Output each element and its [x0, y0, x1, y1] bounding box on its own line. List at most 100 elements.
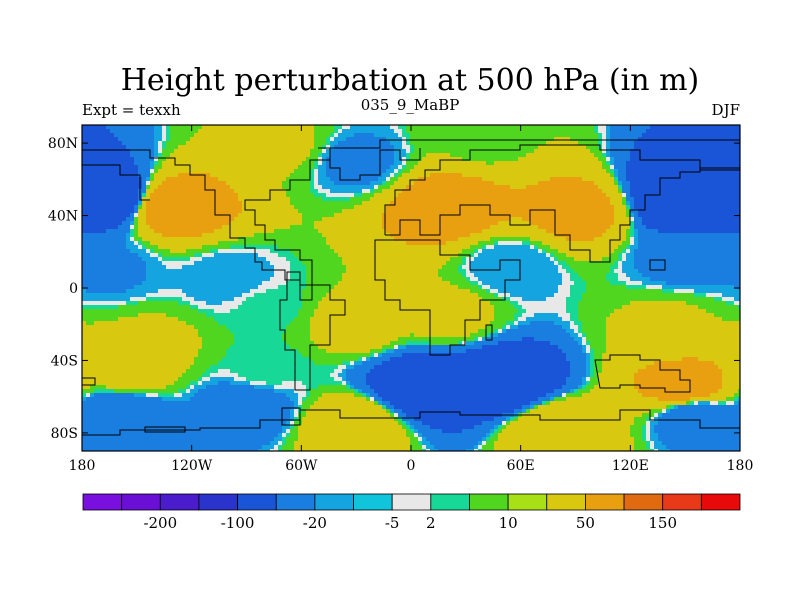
heatmap-cell — [210, 241, 215, 246]
heatmap-cell — [614, 241, 619, 246]
heatmap-cell — [346, 125, 351, 130]
heatmap-cell — [706, 145, 711, 150]
heatmap-cell — [334, 229, 339, 234]
heatmap-cell — [94, 229, 99, 234]
heatmap-cell — [670, 157, 675, 162]
heatmap-cell — [450, 209, 455, 214]
heatmap-cell — [110, 229, 115, 234]
heatmap-cell — [506, 233, 511, 238]
heatmap-cell — [506, 189, 511, 194]
heatmap-cell — [158, 137, 163, 142]
heatmap-cell — [94, 193, 99, 198]
heatmap-cell — [634, 209, 639, 214]
heatmap-cell — [374, 225, 379, 230]
heatmap-cell — [594, 181, 599, 186]
heatmap-cell — [598, 157, 603, 162]
heatmap-cell — [614, 237, 619, 242]
heatmap-cell — [718, 213, 723, 218]
heatmap-cell — [482, 217, 487, 222]
heatmap-cell — [590, 221, 595, 226]
heatmap-cell — [538, 145, 543, 150]
heatmap-cell — [382, 181, 387, 186]
heatmap-cell — [90, 129, 95, 134]
heatmap-cell — [562, 153, 567, 158]
heatmap-cell — [618, 185, 623, 190]
heatmap-cell — [446, 193, 451, 198]
heatmap-cell — [118, 213, 123, 218]
heatmap-cell — [518, 205, 523, 210]
heatmap-cell — [382, 141, 387, 146]
heatmap-cell — [638, 169, 643, 174]
heatmap-cell — [510, 145, 515, 150]
heatmap-cell — [514, 181, 519, 186]
heatmap-cell — [666, 145, 671, 150]
heatmap-cell — [594, 189, 599, 194]
heatmap-cell — [370, 145, 375, 150]
heatmap-cell — [414, 241, 419, 246]
heatmap-cell — [86, 193, 91, 198]
heatmap-cell — [210, 237, 215, 242]
heatmap-cell — [350, 133, 355, 138]
heatmap-cell — [590, 153, 595, 158]
heatmap-cell — [526, 189, 531, 194]
heatmap-cell — [562, 177, 567, 182]
heatmap-cell — [638, 213, 643, 218]
heatmap-cell — [306, 241, 311, 246]
heatmap-cell — [166, 217, 171, 222]
heatmap-cell — [346, 209, 351, 214]
heatmap-cell — [190, 229, 195, 234]
heatmap-cell — [146, 177, 151, 182]
heatmap-cell — [606, 193, 611, 198]
heatmap-cell — [354, 125, 359, 130]
heatmap-cell — [330, 197, 335, 202]
heatmap-cell — [278, 209, 283, 214]
heatmap-cell — [554, 145, 559, 150]
heatmap-cell — [210, 141, 215, 146]
heatmap-cell — [654, 181, 659, 186]
heatmap-cell — [642, 209, 647, 214]
heatmap-cell — [174, 157, 179, 162]
heatmap-cell — [458, 217, 463, 222]
heatmap-cell — [230, 221, 235, 226]
heatmap-cell — [606, 213, 611, 218]
heatmap-cell — [326, 169, 331, 174]
heatmap-cell — [162, 221, 167, 226]
heatmap-cell — [106, 161, 111, 166]
heatmap-cell — [550, 173, 555, 178]
heatmap-cell — [382, 169, 387, 174]
heatmap-cell — [514, 237, 519, 242]
heatmap-cell — [326, 137, 331, 142]
heatmap-cell — [642, 125, 647, 130]
heatmap-cell — [622, 137, 627, 142]
heatmap-cell — [250, 125, 255, 130]
heatmap-cell — [682, 153, 687, 158]
heatmap-cell — [230, 197, 235, 202]
heatmap-cell — [262, 205, 267, 210]
heatmap-cell — [494, 165, 499, 170]
heatmap-cell — [558, 129, 563, 134]
heatmap-cell — [438, 181, 443, 186]
heatmap-cell — [530, 129, 535, 134]
heatmap-cell — [422, 193, 427, 198]
heatmap-cell — [454, 125, 459, 130]
heatmap-cell — [410, 237, 415, 242]
heatmap-cell — [462, 193, 467, 198]
heatmap-cell — [354, 169, 359, 174]
heatmap-cell — [478, 197, 483, 202]
heatmap-cell — [658, 149, 663, 154]
heatmap-cell — [182, 161, 187, 166]
heatmap-cell — [110, 145, 115, 150]
heatmap-cell — [102, 169, 107, 174]
heatmap-cell — [694, 129, 699, 134]
heatmap-cell — [674, 141, 679, 146]
heatmap-cell — [674, 157, 679, 162]
heatmap-cell — [606, 209, 611, 214]
heatmap-cell — [606, 153, 611, 158]
heatmap-cell — [734, 181, 739, 186]
heatmap-cell — [370, 225, 375, 230]
heatmap-cell — [730, 189, 735, 194]
heatmap-cell — [662, 221, 667, 226]
heatmap-cell — [494, 173, 499, 178]
heatmap-cell — [294, 201, 299, 206]
heatmap-cell — [298, 209, 303, 214]
